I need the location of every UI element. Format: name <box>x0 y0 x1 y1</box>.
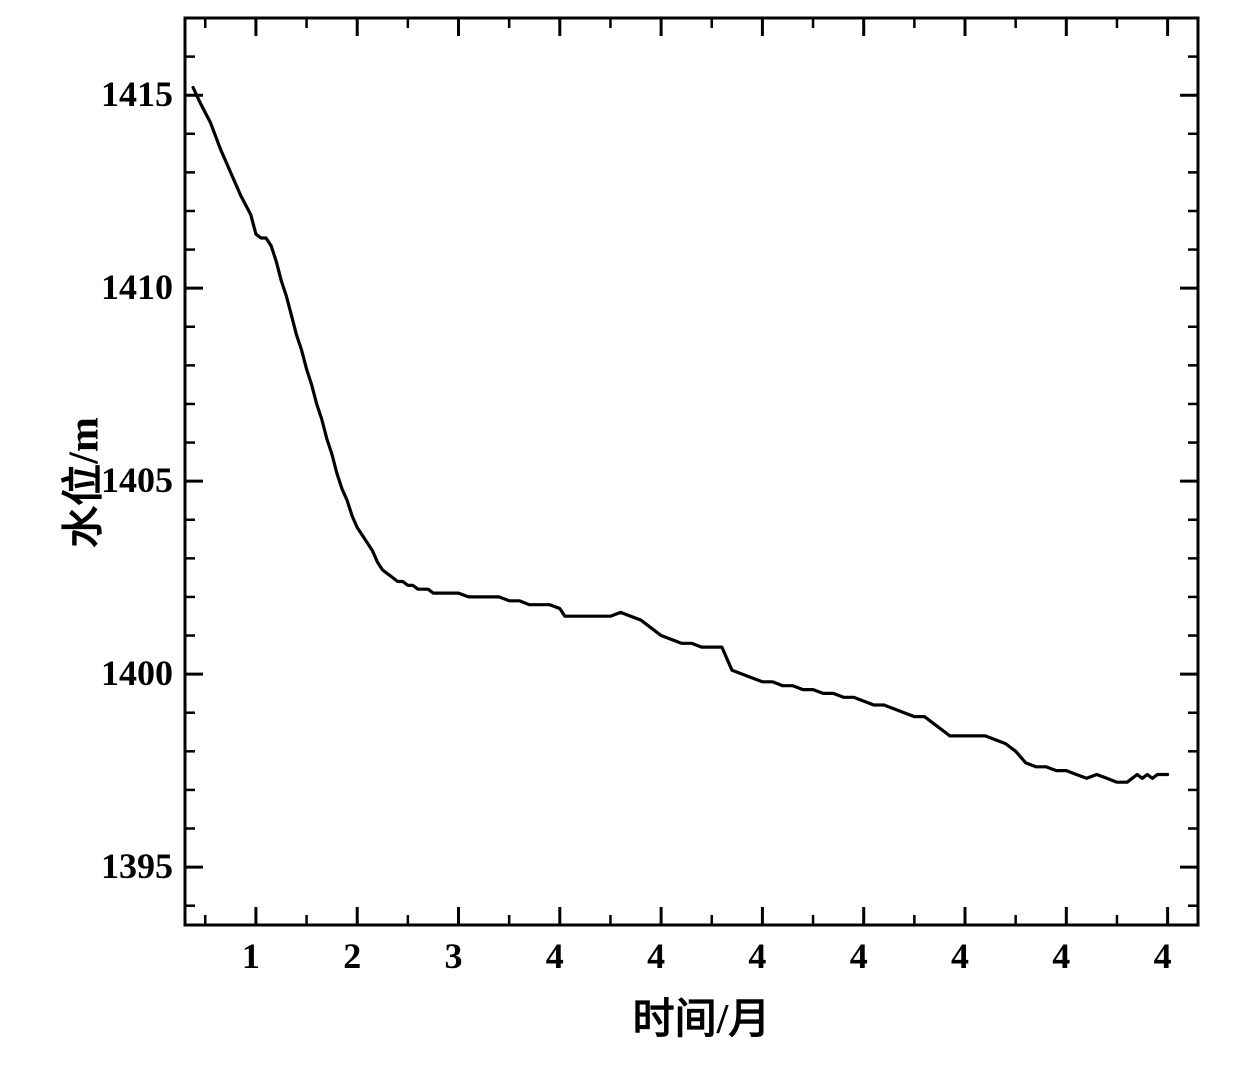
x-tick-label: 4 <box>748 935 766 977</box>
chart-container: 水位/m 时间/月 139514001405141014151234444444 <box>0 0 1240 1082</box>
x-tick-label: 4 <box>1154 935 1172 977</box>
chart-svg <box>0 0 1240 1082</box>
x-tick-label: 4 <box>546 935 564 977</box>
x-tick-label: 3 <box>445 935 463 977</box>
x-tick-label: 4 <box>647 935 665 977</box>
x-axis-label: 时间/月 <box>602 985 802 1046</box>
x-tick-label: 1 <box>242 935 260 977</box>
y-tick-label: 1395 <box>101 845 173 887</box>
y-tick-label: 1410 <box>101 266 173 308</box>
x-tick-label: 4 <box>1052 935 1070 977</box>
x-tick-label: 4 <box>951 935 969 977</box>
data-line <box>193 88 1168 783</box>
x-tick-label: 4 <box>850 935 868 977</box>
y-tick-label: 1415 <box>101 73 173 115</box>
y-tick-label: 1405 <box>101 459 173 501</box>
y-tick-label: 1400 <box>101 652 173 694</box>
x-tick-label: 2 <box>343 935 361 977</box>
